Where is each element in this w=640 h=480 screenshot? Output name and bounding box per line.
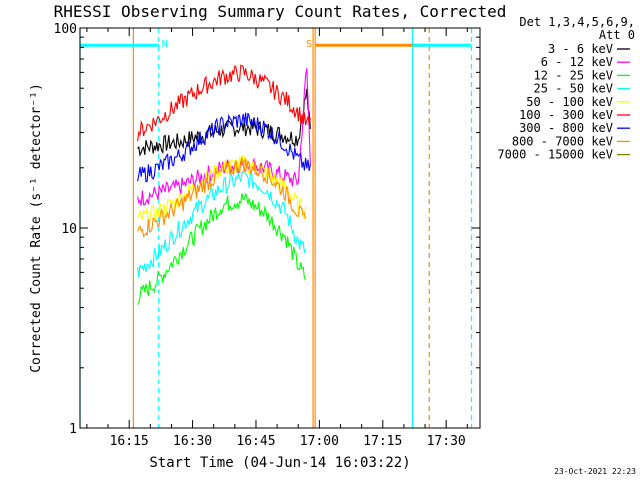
legend-label: 100 - 300 keV (519, 108, 613, 122)
legend-header-line-2: Att 0 (599, 28, 635, 42)
chart-title: RHESSI Observing Summary Count Rates, Co… (54, 2, 507, 21)
legend-label: 12 - 25 keV (534, 68, 613, 82)
y-tick-label: 100 (54, 22, 77, 37)
series-100-300keV (137, 64, 311, 142)
y-axis-label: Corrected Count Rate (s⁻¹ detector⁻¹) (29, 83, 44, 373)
x-tick-label: 17:00 (300, 434, 339, 449)
series-trace (137, 157, 307, 238)
vertical-lines-layer (79, 28, 473, 428)
x-tick-label: 17:15 (363, 434, 402, 449)
series-trace (137, 64, 311, 142)
series-trace (137, 193, 307, 306)
x-tick-label: 16:15 (110, 434, 149, 449)
series-trace (137, 155, 307, 227)
x-tick-label: 16:45 (236, 434, 275, 449)
series-3-6keV (137, 88, 311, 157)
series-50-100keV (137, 155, 307, 227)
y-axis: 1 10 100 (54, 22, 480, 437)
series-300-800keV (137, 112, 311, 183)
x-tick-label: 17:30 (427, 434, 466, 449)
series-layer (137, 64, 311, 306)
series-trace (137, 112, 311, 183)
series-12-25keV (137, 193, 307, 306)
legend-label: 50 - 100 keV (526, 95, 613, 109)
legend-label: 800 - 7000 keV (512, 134, 613, 148)
legend-label: 6 - 12 keV (541, 55, 613, 69)
legend-label: 25 - 50 keV (534, 82, 613, 96)
annotation-label: N (162, 39, 168, 50)
series-800-7000keV (137, 157, 307, 238)
x-tick-label: 16:30 (173, 434, 212, 449)
footer-timestamp: 23-Oct-2021 22:23 (554, 467, 636, 476)
legend-label: 3 - 6 keV (548, 42, 613, 56)
x-axis: 16:15 16:30 16:45 17:00 17:15 17:30 (86, 28, 468, 449)
series-25-50keV (137, 170, 307, 278)
legend-label: 300 - 800 keV (519, 121, 613, 135)
legend-header-line-1: Det 1,3,4,5,6,9, (519, 15, 635, 29)
annotation-label: S (306, 39, 312, 50)
series-trace (137, 88, 311, 157)
legend-label: 7000 - 15000 keV (497, 148, 613, 162)
series-trace (137, 170, 307, 278)
y-tick-label: 1 (69, 422, 77, 437)
x-axis-label: Start Time (04-Jun-14 16:03:22) (149, 455, 410, 471)
y-tick-label: 10 (61, 222, 77, 237)
